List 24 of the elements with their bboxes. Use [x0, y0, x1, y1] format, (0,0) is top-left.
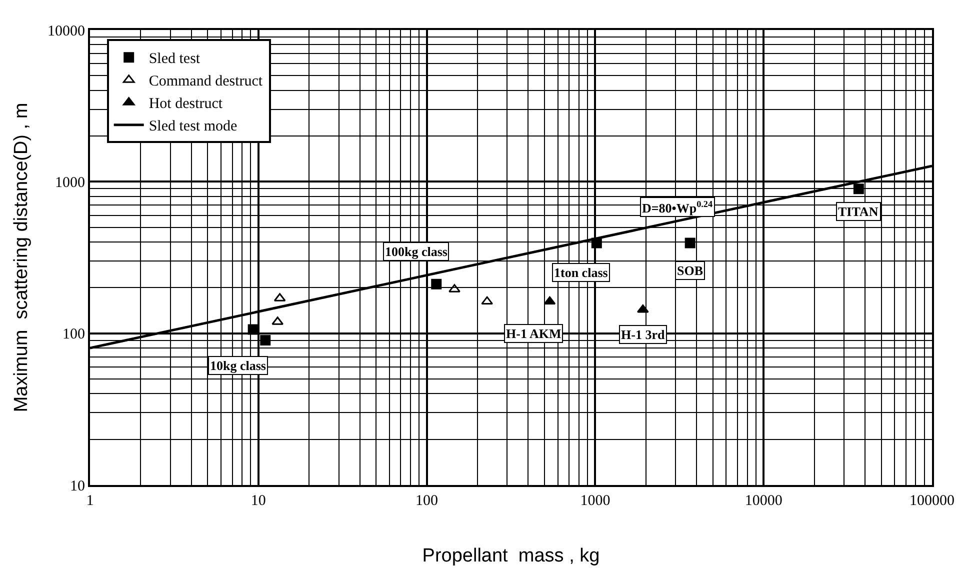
annotation: H-1 3rd — [621, 327, 666, 342]
annotation: SOB — [677, 263, 704, 278]
y-tick-label: 1000 — [55, 174, 85, 191]
annotation: 10kg class — [210, 358, 266, 373]
x-tick-label: 100000 — [910, 493, 954, 509]
legend-label: Sled test — [148, 51, 201, 68]
x-tick-label: 10000 — [744, 493, 782, 509]
annotation: D=80•Wp$^{0.24}$ — [642, 199, 713, 216]
annotation: TITAN — [838, 204, 879, 219]
annotation: H-1 AKM — [506, 326, 562, 341]
x-tick-label: 1 — [86, 493, 94, 509]
y-tick-label: 10 — [70, 478, 85, 494]
x-tick-label: 100 — [416, 493, 438, 509]
legend-label: Command destruct — [148, 74, 264, 90]
legend-label: Hot destruct — [148, 96, 224, 112]
x-tick-label: 10 — [250, 493, 266, 509]
x-axis-title: Propellant mass , kg — [422, 545, 600, 566]
x-tick-label: 1000 — [580, 493, 610, 509]
legend-label: Sled test mode — [148, 118, 238, 135]
y-tick-label: 100 — [62, 326, 85, 343]
annotation: 100kg class — [385, 244, 448, 259]
annotation: 1ton class — [554, 265, 608, 280]
y-axis-title: Maximum scattering distance(D) , m — [10, 102, 32, 412]
y-tick-label: 10000 — [48, 23, 85, 40]
